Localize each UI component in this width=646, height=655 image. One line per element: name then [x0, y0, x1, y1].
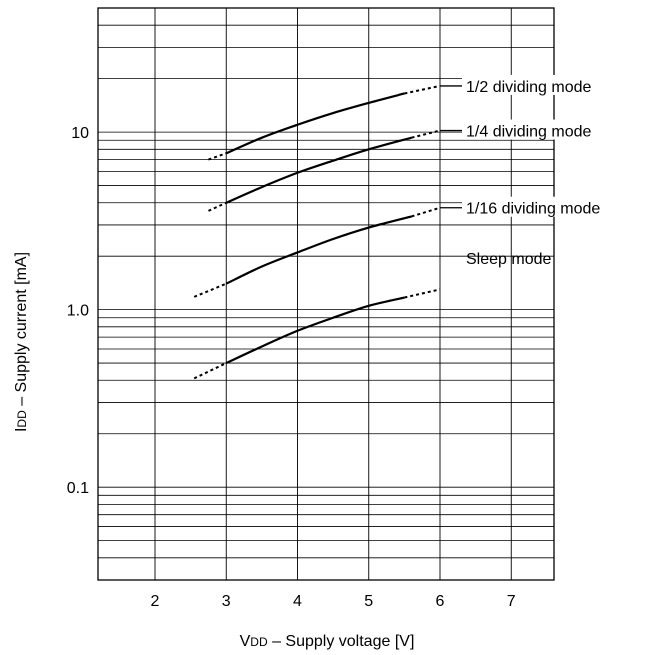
series-labels: 1/2 dividing mode 1/4 dividing mode 1/16 d…: [440, 74, 605, 268]
series-line: [225, 215, 412, 285]
x-tick-label: 7: [507, 593, 516, 610]
x-tick-label: 2: [151, 593, 160, 610]
series-2: [193, 206, 441, 298]
tick-labels: 2 3 4 5 6 7 0.1 1.0 10: [67, 125, 516, 610]
y-tick-label: 10: [71, 125, 89, 142]
x-axis-label: VDD – Supply voltage [V]: [240, 633, 415, 650]
series-line-dashed-end: [404, 288, 441, 299]
series-line-dashed-end: [411, 129, 441, 139]
series-label: 1/2 dividing mode: [466, 79, 592, 96]
series-label-background: [462, 119, 596, 140]
x-tick-label: 3: [222, 593, 231, 610]
series-label-background: [462, 196, 605, 217]
series-line: [225, 136, 412, 204]
x-tick-label: 5: [364, 593, 373, 610]
series-label: 1/4 dividing mode: [466, 124, 592, 141]
y-tick-label: 1.0: [67, 303, 89, 320]
series-3: [193, 288, 441, 380]
series-layer: [193, 84, 441, 380]
series-line-dashed-start: [193, 282, 227, 298]
grid: [98, 8, 554, 580]
series-0: [208, 84, 441, 161]
x-tick-label: 4: [293, 593, 302, 610]
series-line-dashed-end: [411, 206, 441, 218]
series-label: Sleep mode: [466, 251, 551, 268]
y-axis-label: IDD – Supply current [mA]: [13, 252, 30, 432]
series-line-dashed-start: [208, 152, 227, 161]
series-line: [225, 296, 405, 365]
x-tick-label: 6: [436, 593, 445, 610]
y-tick-label: 0.1: [67, 480, 89, 497]
series-line-dashed-end: [404, 84, 441, 95]
series-line-dashed-start: [193, 362, 227, 380]
plot-frame: [97, 7, 555, 581]
series-label-background: [462, 74, 596, 95]
series-line: [225, 92, 405, 155]
series-1: [208, 129, 441, 212]
series-line-dashed-start: [208, 201, 227, 212]
series-label: 1/16 dividing mode: [466, 201, 600, 218]
